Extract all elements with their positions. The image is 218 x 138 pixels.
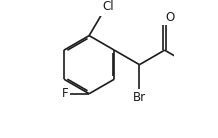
Text: O: O <box>166 11 175 24</box>
Text: F: F <box>62 87 69 100</box>
Text: Br: Br <box>133 91 146 104</box>
Text: Cl: Cl <box>103 0 114 13</box>
